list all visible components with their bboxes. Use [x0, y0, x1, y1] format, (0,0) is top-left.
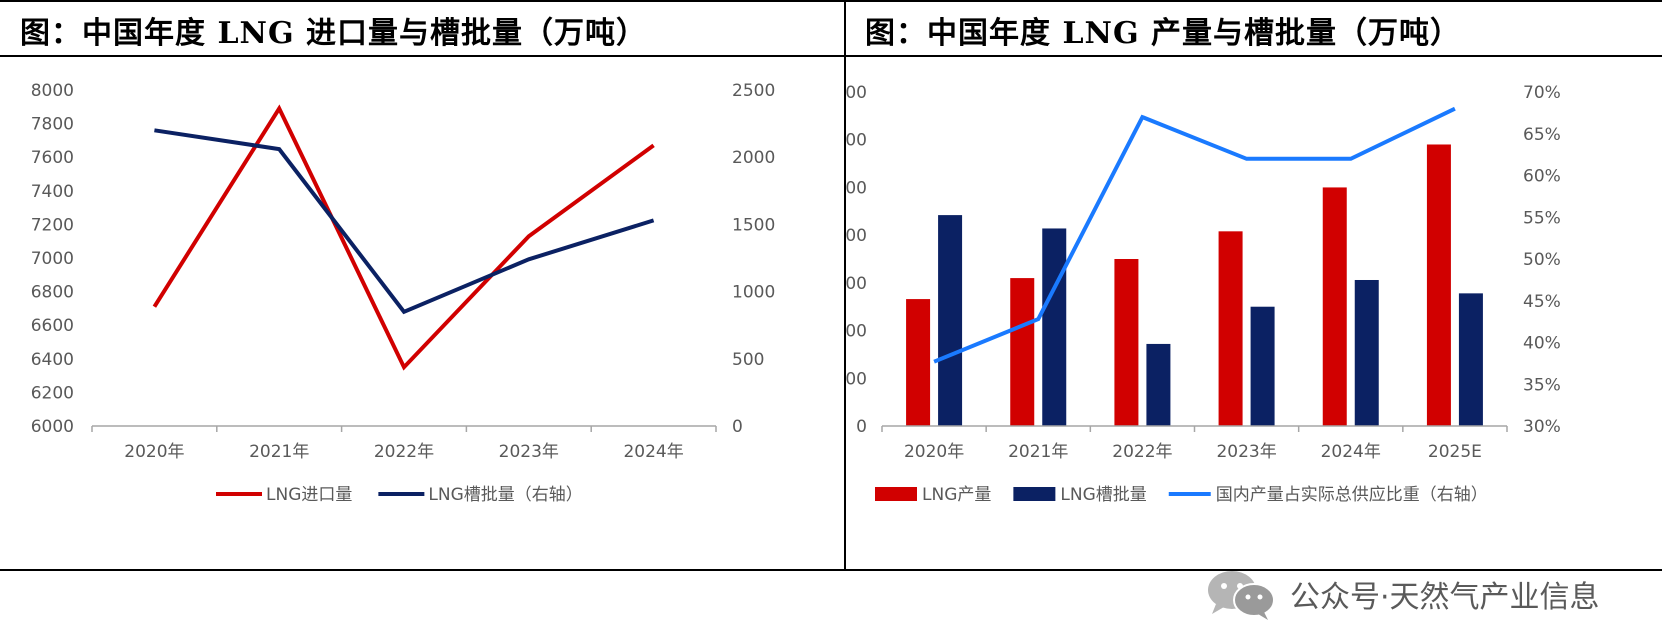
watermark-text: 公众号·天然气产业信息	[1290, 580, 1600, 615]
chart-title: 图：中国年度 LNG 进口量与槽批量（万吨）	[20, 16, 648, 51]
x-tick-label: 2021年	[249, 442, 309, 462]
x-tick-label: 2023年	[499, 442, 559, 462]
y-right-tick-label: 65%	[1523, 125, 1561, 145]
bar-lng-production	[906, 299, 931, 426]
legend-swatch	[875, 487, 917, 501]
chart-title: 图：中国年度 LNG 产量与槽批量（万吨）	[865, 16, 1462, 51]
y-left-tick-label: 8000	[31, 81, 74, 101]
y-left-tick-label: 6600	[31, 316, 74, 336]
y-left-tick-label: 7000	[31, 249, 74, 269]
y-left-tick-label: 2000	[845, 226, 867, 246]
y-left-tick-label: 7800	[31, 115, 74, 135]
x-tick-label: 2022年	[1112, 442, 1172, 462]
y-right-tick-label: 2500	[732, 81, 775, 101]
y-left-tick-label: 1500	[845, 274, 867, 294]
bar-lng-truck	[1146, 343, 1171, 426]
y-right-tick-label: 500	[732, 350, 764, 370]
bar-lng-production	[1010, 278, 1035, 426]
legend-label: LNG进口量	[266, 485, 352, 505]
y-left-tick-label: 3500	[845, 83, 867, 103]
x-tick-label: 2020年	[124, 442, 184, 462]
y-left-tick-label: 2500	[845, 178, 867, 198]
y-left-tick-label: 3000	[845, 131, 867, 151]
bar-lng-production	[1426, 144, 1451, 426]
y-left-tick-label: 7400	[31, 182, 74, 202]
legend-swatch	[1013, 487, 1056, 501]
top-border	[0, 0, 1662, 2]
y-left-tick-label: 500	[845, 369, 867, 389]
y-right-tick-label: 45%	[1523, 292, 1561, 312]
y-right-tick-label: 50%	[1523, 250, 1561, 270]
y-right-tick-label: 30%	[1523, 417, 1561, 437]
y-left-tick-label: 7600	[31, 148, 74, 168]
x-tick-label: 2022年	[374, 442, 434, 462]
y-left-tick-label: 7200	[31, 215, 74, 235]
y-left-tick-label: 6400	[31, 350, 74, 370]
bar-lng-production	[1114, 259, 1139, 426]
bar-lng-production	[1322, 187, 1347, 426]
x-tick-label: 2024年	[623, 442, 683, 462]
x-tick-label: 2025E	[1428, 442, 1482, 462]
bar-lng-truck	[1042, 228, 1067, 426]
x-tick-label: 2020年	[904, 442, 964, 462]
y-right-tick-label: 1500	[732, 215, 775, 235]
y-left-tick-label: 6200	[31, 383, 74, 403]
y-left-tick-label: 6800	[31, 283, 74, 303]
bar-lng-truck	[938, 215, 963, 426]
y-right-tick-label: 1000	[732, 283, 775, 303]
legend-label: 国内产量占实际总供应比重（右轴）	[1216, 485, 1488, 505]
series-line-domestic-share	[933, 106, 1456, 364]
y-right-tick-label: 55%	[1523, 208, 1561, 228]
series-line-lng-import	[152, 104, 655, 371]
title-underline	[0, 55, 1662, 57]
panel-divider	[844, 0, 846, 570]
legend-label: LNG产量	[922, 485, 991, 505]
x-tick-label: 2021年	[1008, 442, 1068, 462]
bar-lng-production	[1218, 231, 1243, 426]
y-left-tick-label: 1000	[845, 322, 867, 342]
y-right-tick-label: 35%	[1523, 375, 1561, 395]
watermark: 公众号·天然气产业信息	[1202, 566, 1662, 620]
legend-label: LNG槽批量	[1060, 485, 1146, 505]
chart-panel-import: 图：中国年度 LNG 进口量与槽批量（万吨） 2020年 2021年 2022年 20…	[0, 0, 845, 570]
series-line-lng-truck	[154, 128, 655, 315]
bar-lng-truck	[1458, 293, 1483, 426]
y-right-tick-label: 0	[732, 417, 743, 437]
y-right-tick-label: 60%	[1523, 167, 1561, 187]
chart-panel-production: 图：中国年度 LNG 产量与槽批量（万吨） 0 500 1000 1500 2000 25…	[845, 0, 1662, 570]
y-left-tick-label: 6000	[31, 417, 74, 437]
wechat-icon	[1208, 571, 1275, 620]
x-tick-label: 2024年	[1321, 442, 1381, 462]
y-left-tick-label: 0	[856, 417, 867, 437]
y-right-tick-label: 70%	[1523, 83, 1561, 103]
bar-lng-truck	[1354, 279, 1379, 426]
production-vs-truck-chart: 0 500 1000 1500 2000 2500 3000 3500 30% 35% 40% 45%…	[845, 83, 1561, 505]
legend-label: LNG槽批量（右轴）	[428, 485, 582, 505]
bottom-border	[0, 569, 1662, 571]
y-right-tick-label: 40%	[1523, 334, 1561, 354]
y-right-tick-label: 2000	[732, 148, 775, 168]
import-vs-truck-chart: 2020年 2021年 2022年 2023年 2024年 6000 6200 6400 660…	[31, 81, 776, 505]
bar-lng-truck	[1250, 306, 1275, 426]
x-tick-label: 2023年	[1216, 442, 1276, 462]
